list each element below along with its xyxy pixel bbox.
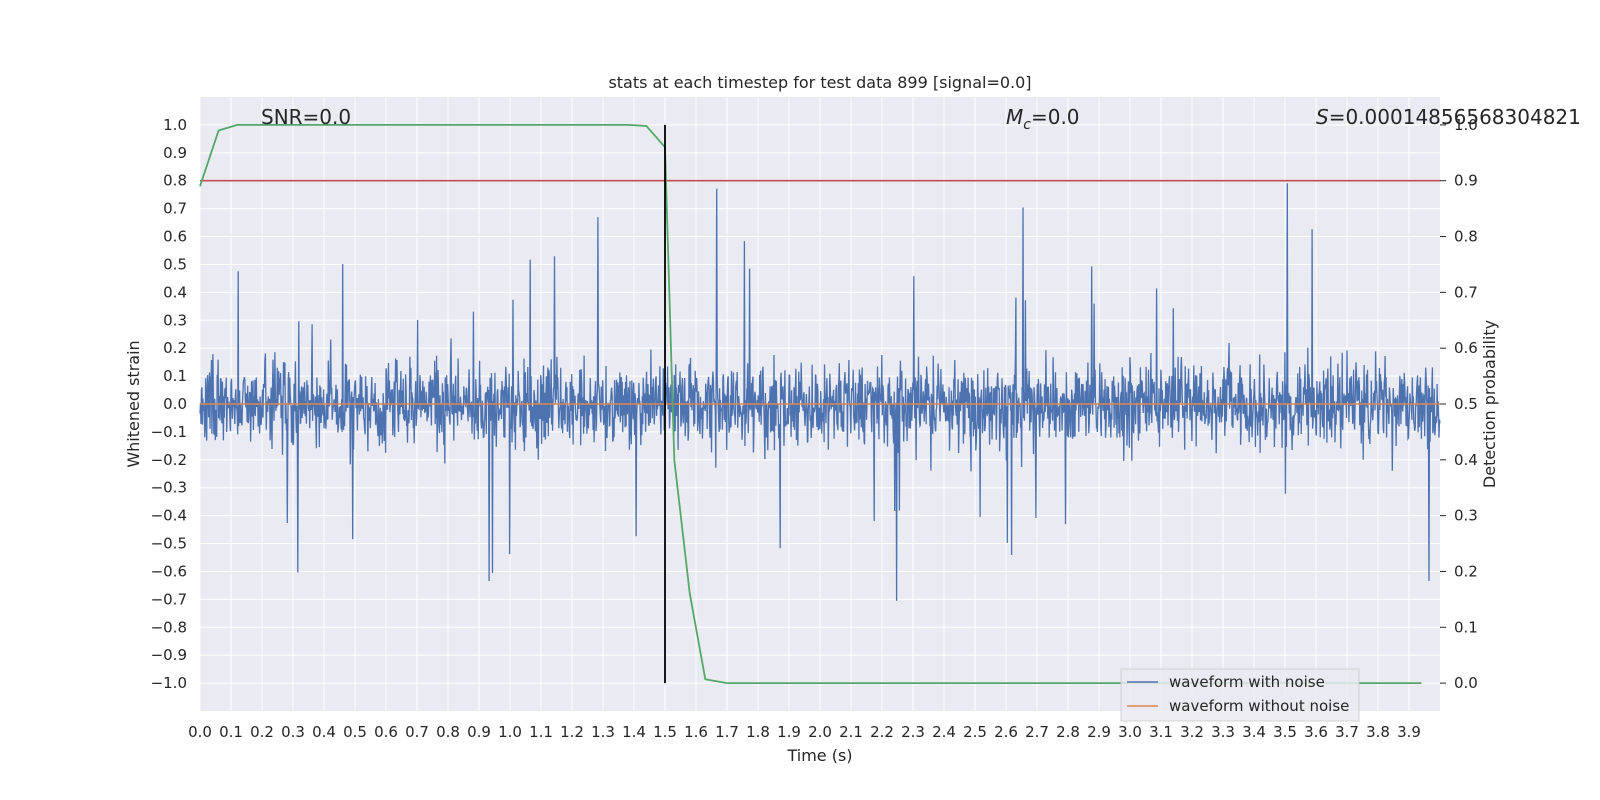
x-tick-label: 1.0 [498, 723, 522, 741]
x-tick-label: 3.0 [1118, 723, 1142, 741]
y2-tick-label: 0.8 [1454, 228, 1478, 246]
y2-tick-label: 0.1 [1454, 618, 1478, 636]
legend: waveform with noise waveform without noi… [1120, 668, 1360, 722]
x-tick-label: 1.1 [529, 723, 553, 741]
x-tick-label: 1.9 [777, 723, 801, 741]
y-tick-label: 0.6 [163, 228, 187, 246]
y-tick-label: 0.0 [163, 395, 187, 413]
y-tick-label: −0.8 [151, 618, 187, 636]
x-tick-label: 0.1 [219, 723, 243, 741]
x-tick-label: 1.4 [622, 723, 646, 741]
chart-title: stats at each timestep for test data 899… [608, 73, 1031, 92]
x-tick-label: 3.1 [1149, 723, 1173, 741]
legend-label-clean: waveform without noise [1169, 697, 1349, 715]
x-tick-label: 3.7 [1335, 723, 1359, 741]
y2-tick-label: 0.2 [1454, 562, 1478, 580]
x-tick-label: 2.3 [901, 723, 925, 741]
x-tick-label: 3.2 [1180, 723, 1204, 741]
y-tick-label: −0.3 [151, 479, 187, 497]
annotation-snr: SNR=0.0 [261, 105, 351, 129]
y-tick-label: 0.9 [163, 144, 187, 162]
y2-tick-label: 0.6 [1454, 339, 1478, 357]
x-axis-label: Time (s) [786, 746, 852, 765]
y-tick-label: 0.7 [163, 200, 187, 218]
x-tick-label: 1.7 [715, 723, 739, 741]
noise-trace [199, 183, 1441, 601]
x-tick-label: 0.3 [281, 723, 305, 741]
detection-probability-line [199, 124, 1422, 684]
y-tick-label: −0.4 [151, 507, 187, 525]
x-tick-label: 2.5 [963, 723, 987, 741]
y-tick-label: 0.5 [163, 255, 187, 273]
y-tick-label: 0.4 [163, 283, 187, 301]
x-tick-label: 3.4 [1242, 723, 1266, 741]
y-tick-label: −0.2 [151, 451, 187, 469]
x-tick-label: 1.6 [684, 723, 708, 741]
y2-axis-label: Detection probability [1480, 320, 1499, 488]
x-tick-label: 2.6 [994, 723, 1018, 741]
x-tick-label: 0.9 [467, 723, 491, 741]
y-tick-label: −0.5 [151, 535, 187, 553]
x-tick-label: 0.0 [188, 723, 212, 741]
x-tick-label: 3.9 [1397, 723, 1421, 741]
y2-tick-label: 1.0 [1454, 116, 1478, 134]
x-tick-label: 1.5 [653, 723, 677, 741]
y-axis-label: Whitened strain [124, 340, 143, 467]
y-tick-label: −0.9 [151, 646, 187, 664]
y2-tick-label: 0.9 [1454, 172, 1478, 190]
y2-tick-label: 0.5 [1454, 395, 1478, 413]
y2-tick-label: 0.3 [1454, 507, 1478, 525]
y2-tick-label: 0.4 [1454, 451, 1478, 469]
x-tick-label: 2.8 [1056, 723, 1080, 741]
annotation-s: S=0.00014856568304821 [1316, 105, 1581, 129]
y-tick-labels: 1.0 0.9 0.8 0.7 0.6 0.5 0.4 0.3 0.2 0.1 0.0 −0.1 −0.… [151, 116, 187, 692]
y-tick-label: 0.8 [163, 172, 187, 190]
y-tick-label: 0.1 [163, 367, 187, 385]
x-tick-label: 3.5 [1273, 723, 1297, 741]
x-tick-label: 2.0 [808, 723, 832, 741]
x-tick-label: 0.6 [374, 723, 398, 741]
x-tick-label: 1.8 [746, 723, 770, 741]
y-tick-label: 0.2 [163, 339, 187, 357]
x-tick-label: 0.4 [312, 723, 336, 741]
x-tick-label: 3.3 [1211, 723, 1235, 741]
y2-tick-label: 0.0 [1454, 674, 1478, 692]
x-tick-label: 0.8 [436, 723, 460, 741]
x-tick-label: 3.8 [1366, 723, 1390, 741]
x-tick-label: 2.4 [932, 723, 956, 741]
x-tick-label: 0.5 [343, 723, 367, 741]
y-tick-label: 1.0 [163, 116, 187, 134]
y-tick-label: 0.3 [163, 311, 187, 329]
x-tick-labels: 0.0 0.1 0.2 0.3 0.4 0.5 0.6 0.7 0.8 0.9 1.0 1.1 1.2 1… [188, 723, 1421, 741]
x-tick-label: 0.7 [405, 723, 429, 741]
y-tick-label: −1.0 [151, 674, 187, 692]
x-tick-label: 2.2 [870, 723, 894, 741]
y2-tick-labels: 1.0 0.9 0.8 0.7 0.6 0.5 0.4 0.3 0.2 0.1 0.0 [1440, 116, 1478, 692]
x-tick-label: 0.2 [250, 723, 274, 741]
annotation-mc: Mc=0.0 [1006, 105, 1080, 133]
x-tick-label: 2.9 [1087, 723, 1111, 741]
legend-label-noise: waveform with noise [1169, 673, 1325, 691]
series-lines [199, 124, 1440, 684]
series-waveform-with-noise [199, 183, 1441, 601]
x-tick-label: 3.6 [1304, 723, 1328, 741]
y-tick-label: −0.1 [151, 423, 187, 441]
y-tick-label: −0.7 [151, 590, 187, 608]
x-tick-label: 1.2 [560, 723, 584, 741]
x-tick-label: 2.7 [1025, 723, 1049, 741]
y-tick-label: −0.6 [151, 562, 187, 580]
y2-tick-label: 0.7 [1454, 283, 1478, 301]
x-tick-label: 2.1 [839, 723, 863, 741]
x-tick-label: 1.3 [591, 723, 615, 741]
